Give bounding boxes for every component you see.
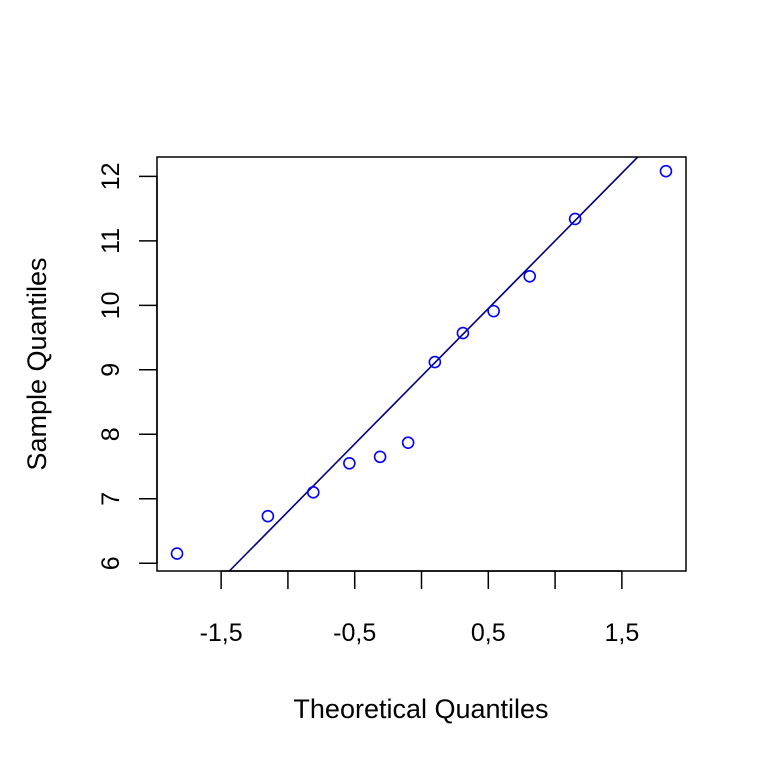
x-axis: -1,5 -0,5 0,5 1,5 [200, 570, 639, 647]
data-point [568, 212, 582, 226]
y-axis-title: Sample Quantiles [22, 257, 52, 470]
y-axis: 6 7 8 9 10 11 12 [97, 162, 158, 570]
y-tick-label: 11 [97, 228, 125, 254]
y-tick-label: 9 [97, 363, 125, 377]
data-point [343, 457, 356, 470]
x-axis-title: Theoretical Quantiles [293, 694, 548, 724]
data-point [401, 436, 415, 449]
y-tick-label: 10 [97, 291, 125, 319]
x-tick-label: -0,5 [333, 619, 376, 647]
data-point [523, 269, 537, 283]
points-layer [170, 164, 673, 560]
data-point [373, 450, 387, 464]
x-tick-label: 0,5 [471, 619, 506, 647]
x-tick-label: -1,5 [200, 619, 243, 647]
data-point [487, 304, 500, 318]
y-tick-label: 8 [97, 427, 125, 441]
reference-line-layer [228, 156, 639, 572]
data-point [261, 509, 275, 523]
data-point [428, 355, 442, 369]
data-point [456, 326, 470, 340]
y-tick-label: 12 [97, 162, 125, 190]
data-point [306, 486, 320, 499]
y-tick-label: 6 [97, 556, 125, 570]
reference-line [228, 156, 639, 572]
data-point [659, 164, 673, 178]
data-point [170, 547, 184, 560]
y-tick-label: 7 [97, 492, 125, 506]
x-tick-label: 1,5 [604, 619, 639, 647]
